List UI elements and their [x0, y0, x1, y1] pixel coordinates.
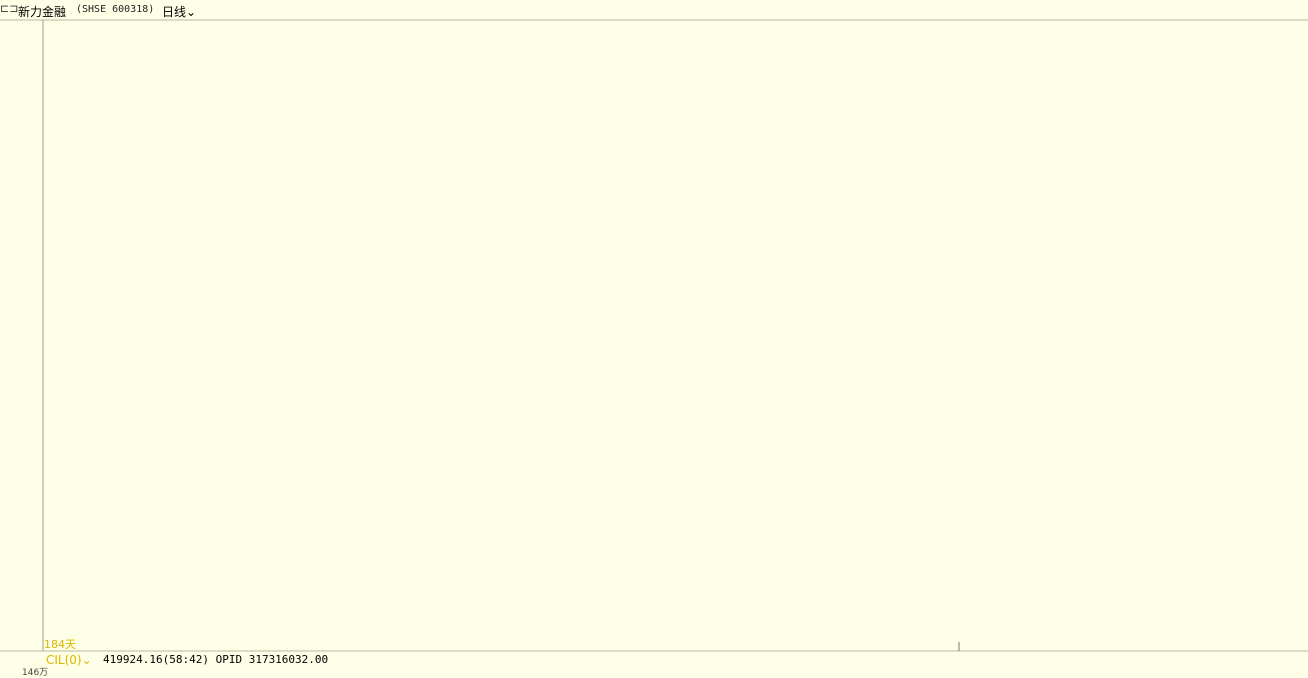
- days-count: 184天: [44, 638, 76, 651]
- indicator-label: CIL(0): [46, 653, 82, 667]
- candlestick-icon[interactable]: ⊏⊐: [0, 2, 19, 15]
- stock-code: (SHSE 600318): [76, 4, 155, 15]
- chart-header: ⊏⊐ 新力金融 (SHSE 600318) 日线⌄: [0, 0, 1308, 20]
- stock-name: 新力金融: [18, 5, 67, 19]
- indicator-dropdown[interactable]: CIL(0)⌄: [46, 653, 92, 667]
- chevron-down-icon: ⌄: [81, 653, 92, 667]
- period-dropdown[interactable]: 日线⌄: [162, 3, 196, 20]
- chevron-down-icon: ⌄: [186, 5, 197, 19]
- indicator-stats: 419924.16(58:42) OPID 317316032.00: [103, 653, 329, 666]
- indicator-bar: 184天 CIL(0)⌄ 419924.16(58:42) OPID 31731…: [0, 638, 1308, 678]
- period-label: 日线: [162, 5, 187, 19]
